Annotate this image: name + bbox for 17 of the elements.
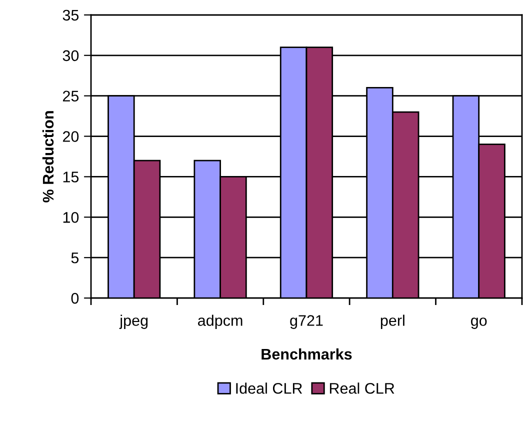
x-tick-label: perl bbox=[380, 314, 404, 329]
y-tick-label: 15 bbox=[63, 172, 79, 182]
y-tick-label: 35 bbox=[62, 10, 79, 21]
y-tick-label: 20 bbox=[62, 131, 79, 142]
y-tick-label: 10 bbox=[63, 212, 79, 223]
x-axis-title: Benchmarks bbox=[262, 348, 352, 360]
x-tick-label: adpcm bbox=[198, 314, 242, 329]
y-tick-label: 5 bbox=[71, 252, 79, 264]
y-tick-label: 30 bbox=[62, 50, 79, 62]
legend-label: Ideal CLR bbox=[236, 382, 302, 394]
y-tick-label: 0 bbox=[71, 292, 79, 304]
y-axis-title: % Reduction bbox=[42, 111, 54, 202]
y-tick-label: 25 bbox=[62, 90, 79, 102]
x-tick-label: go bbox=[471, 318, 487, 329]
x-tick-label: g721 bbox=[290, 315, 323, 329]
legend-label: Real CLR bbox=[330, 382, 394, 394]
x-tick-label: jpeg bbox=[119, 314, 148, 329]
